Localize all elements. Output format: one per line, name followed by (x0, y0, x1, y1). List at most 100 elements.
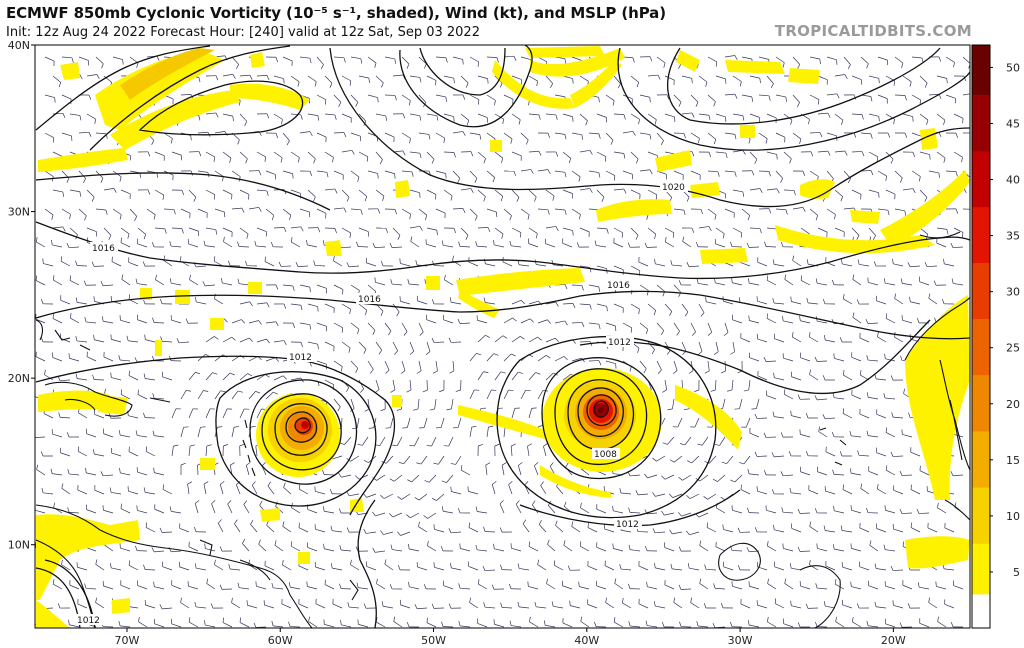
wind-barb (899, 470, 913, 476)
wind-barb (119, 543, 131, 552)
wind-barb (339, 545, 352, 552)
wind-barb (696, 278, 709, 286)
wind-barb (554, 132, 567, 140)
wind-barb (86, 227, 97, 237)
wind-barb (673, 170, 684, 180)
wind-barb (397, 493, 411, 500)
wind-barb (308, 616, 318, 628)
wind-barb (460, 113, 470, 126)
wind-barb (909, 296, 921, 305)
wind-barb (945, 170, 958, 177)
wind-barb (66, 243, 80, 249)
wind-barb (341, 149, 355, 155)
wind-barb (416, 455, 428, 465)
colorbar-swatch (972, 543, 990, 595)
wind-barb (159, 604, 173, 610)
wind-barb (765, 505, 777, 514)
wind-barb (839, 451, 853, 457)
wind-barb (613, 617, 624, 628)
wind-barb (424, 474, 437, 483)
wind-barb (587, 560, 598, 571)
wind-barb (664, 75, 675, 85)
wind-barb (380, 493, 394, 499)
wind-barb (953, 75, 967, 81)
wind-barb (869, 540, 879, 552)
wind-barb (202, 281, 216, 287)
wind-barb (528, 541, 539, 552)
wind-barb (741, 94, 754, 102)
wind-barb (313, 260, 326, 267)
wind-barb (749, 428, 760, 438)
wind-barb (698, 113, 711, 121)
wind-barb (859, 522, 870, 533)
wind-barb (452, 208, 466, 214)
wind-barb (237, 278, 250, 286)
wind-barb (95, 559, 105, 571)
wind-barb (171, 151, 182, 161)
wind-barb (834, 74, 848, 80)
wind-barb (144, 599, 156, 609)
wind-barb (448, 603, 462, 609)
wind-barb (613, 113, 626, 120)
wind-barb (256, 75, 270, 81)
wind-barb (707, 208, 717, 220)
wind-barb (780, 432, 794, 438)
wind-barb (263, 600, 275, 609)
wind-barb (239, 373, 253, 381)
wind-barb (842, 370, 853, 381)
wind-barb (350, 360, 359, 373)
wind-barb (483, 602, 496, 609)
wind-barb (222, 227, 233, 238)
wind-barb (273, 375, 287, 381)
wind-barb (169, 278, 182, 286)
isobar-labels: 1020 1016 1016 1016 1012 1012 1012 1008 … (75, 181, 688, 626)
wind-barb (278, 261, 292, 267)
wind-barb (697, 341, 703, 355)
wind-barb (749, 227, 762, 234)
wind-barb (422, 379, 428, 393)
wind-barb (467, 486, 479, 495)
wind-barb (426, 227, 438, 236)
wind-barb (737, 527, 751, 533)
wind-barb (389, 474, 403, 482)
wind-barb (654, 562, 666, 571)
wind-barb (732, 113, 745, 121)
wind-barb (170, 315, 182, 324)
wind-barb (613, 237, 624, 248)
wind-barb (775, 208, 788, 215)
wind-barb (720, 603, 734, 609)
wind-barb (477, 226, 491, 233)
wind-barb (766, 390, 777, 400)
isobar-label: 1012 (289, 353, 312, 363)
wind-barb (690, 94, 699, 107)
wind-barb (673, 322, 680, 336)
plot-frame (34, 44, 971, 629)
wind-barb (748, 315, 760, 324)
wind-barb (494, 227, 504, 239)
wind-barb (630, 151, 639, 164)
wind-barb (679, 621, 692, 628)
wind-barb (339, 583, 352, 590)
wind-barb (91, 261, 105, 267)
wind-barb (385, 417, 394, 429)
wind-barb (350, 559, 360, 571)
wind-barb (322, 469, 335, 476)
wind-barb (511, 227, 522, 238)
wind-barb (171, 408, 181, 419)
wind-barb (237, 241, 250, 248)
wind-barb (429, 398, 437, 411)
wind-barb (194, 526, 207, 533)
wind-barb (731, 581, 743, 590)
wind-barb (817, 112, 831, 118)
wind-barb (110, 562, 122, 571)
wind-barb (375, 151, 383, 165)
wind-barb (917, 582, 930, 590)
wind-barb (723, 561, 734, 571)
wind-barb (60, 256, 71, 267)
wind-barb (103, 227, 112, 240)
wind-barb (264, 560, 275, 571)
wind-barb (84, 583, 97, 590)
wind-barb (450, 562, 462, 571)
wind-barb (537, 559, 547, 571)
wind-barb (197, 208, 208, 218)
